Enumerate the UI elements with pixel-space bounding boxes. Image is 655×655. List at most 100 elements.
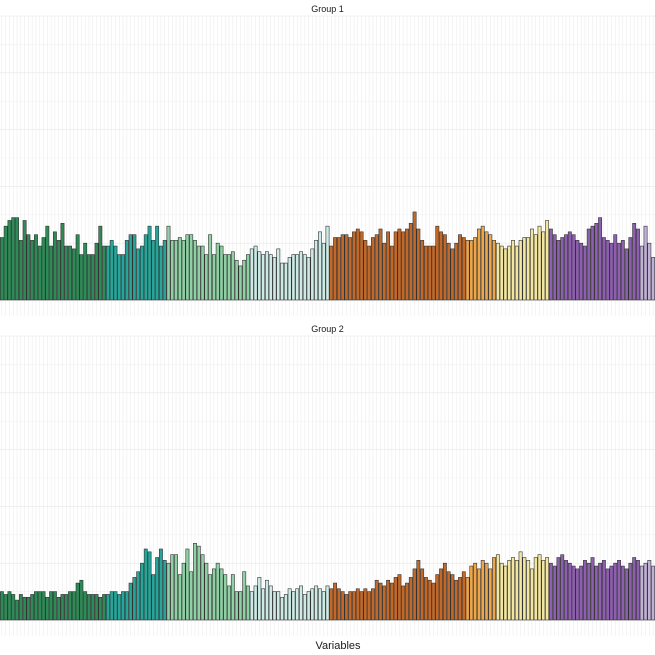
bar xyxy=(575,568,580,621)
bar xyxy=(22,596,27,621)
bar xyxy=(352,231,356,301)
bar xyxy=(257,577,262,621)
bar xyxy=(310,588,315,621)
bar xyxy=(238,591,243,621)
bar xyxy=(299,251,303,301)
bar xyxy=(564,234,568,301)
bar xyxy=(321,242,326,301)
bar xyxy=(306,257,311,301)
bar xyxy=(590,225,595,301)
bar xyxy=(416,560,421,621)
bar xyxy=(34,591,38,621)
bar xyxy=(442,562,447,621)
bar xyxy=(340,591,345,621)
bar xyxy=(71,248,76,301)
bar xyxy=(268,585,273,621)
bar xyxy=(317,588,322,621)
panel-title-group-2: Group 2 xyxy=(311,324,344,334)
bar xyxy=(0,591,4,621)
bar xyxy=(155,557,160,621)
bar xyxy=(7,220,12,301)
bar xyxy=(15,217,19,301)
bar xyxy=(230,251,235,301)
bar xyxy=(177,237,182,301)
bar xyxy=(454,579,459,621)
bar xyxy=(264,579,269,621)
bar xyxy=(75,582,80,621)
bar xyxy=(647,242,652,301)
bar xyxy=(465,240,470,301)
bar xyxy=(268,254,273,301)
bar xyxy=(492,240,497,301)
bar xyxy=(310,248,315,301)
bar xyxy=(651,257,655,301)
bar xyxy=(522,557,527,621)
bar xyxy=(514,560,519,621)
bar xyxy=(45,596,50,621)
bar xyxy=(401,585,406,621)
bar xyxy=(352,591,356,621)
bar xyxy=(314,585,319,621)
bar xyxy=(283,262,288,301)
bar xyxy=(136,248,141,301)
bar xyxy=(560,554,565,621)
bar xyxy=(473,237,478,301)
bar xyxy=(363,588,368,621)
bar xyxy=(234,591,239,621)
bar xyxy=(75,234,80,301)
bar xyxy=(200,245,205,301)
bar xyxy=(102,245,107,301)
bar xyxy=(170,554,175,621)
bar xyxy=(583,560,587,621)
bar xyxy=(643,225,648,301)
bar xyxy=(189,234,194,301)
bar xyxy=(227,254,231,301)
bar xyxy=(439,231,444,301)
bar xyxy=(121,591,125,621)
bar xyxy=(280,262,285,301)
bar xyxy=(609,565,614,621)
bar xyxy=(526,237,531,301)
bar xyxy=(427,245,432,301)
bar xyxy=(94,242,99,301)
bar xyxy=(424,245,428,301)
bar xyxy=(632,223,637,301)
bar xyxy=(446,242,451,301)
bar xyxy=(624,568,629,621)
bar xyxy=(117,594,122,621)
bar xyxy=(246,585,250,621)
bar xyxy=(382,585,387,621)
bar xyxy=(628,237,633,301)
bar xyxy=(0,237,4,301)
bar xyxy=(98,596,103,621)
bar xyxy=(393,231,398,301)
bar xyxy=(333,582,338,621)
bar xyxy=(484,231,489,301)
bar xyxy=(132,577,137,621)
bar xyxy=(488,568,493,621)
bar xyxy=(530,228,534,301)
bar xyxy=(329,245,334,301)
bar xyxy=(117,254,122,301)
bar xyxy=(545,220,550,301)
bar xyxy=(480,225,485,301)
bar xyxy=(575,240,580,301)
bar xyxy=(488,234,493,301)
bar xyxy=(15,599,19,621)
bar xyxy=(90,254,95,301)
bar xyxy=(393,577,398,621)
bar xyxy=(492,557,497,621)
bar xyxy=(458,234,462,301)
bar xyxy=(162,240,167,301)
bar xyxy=(223,254,228,301)
bar xyxy=(181,562,186,621)
bar xyxy=(26,596,31,621)
bar xyxy=(371,588,375,621)
panel-group-1: Group 1 xyxy=(0,4,655,316)
bar xyxy=(526,560,531,621)
bar xyxy=(34,234,38,301)
bar xyxy=(480,560,485,621)
bar xyxy=(461,571,466,621)
bar xyxy=(507,245,512,301)
bar xyxy=(601,237,606,301)
